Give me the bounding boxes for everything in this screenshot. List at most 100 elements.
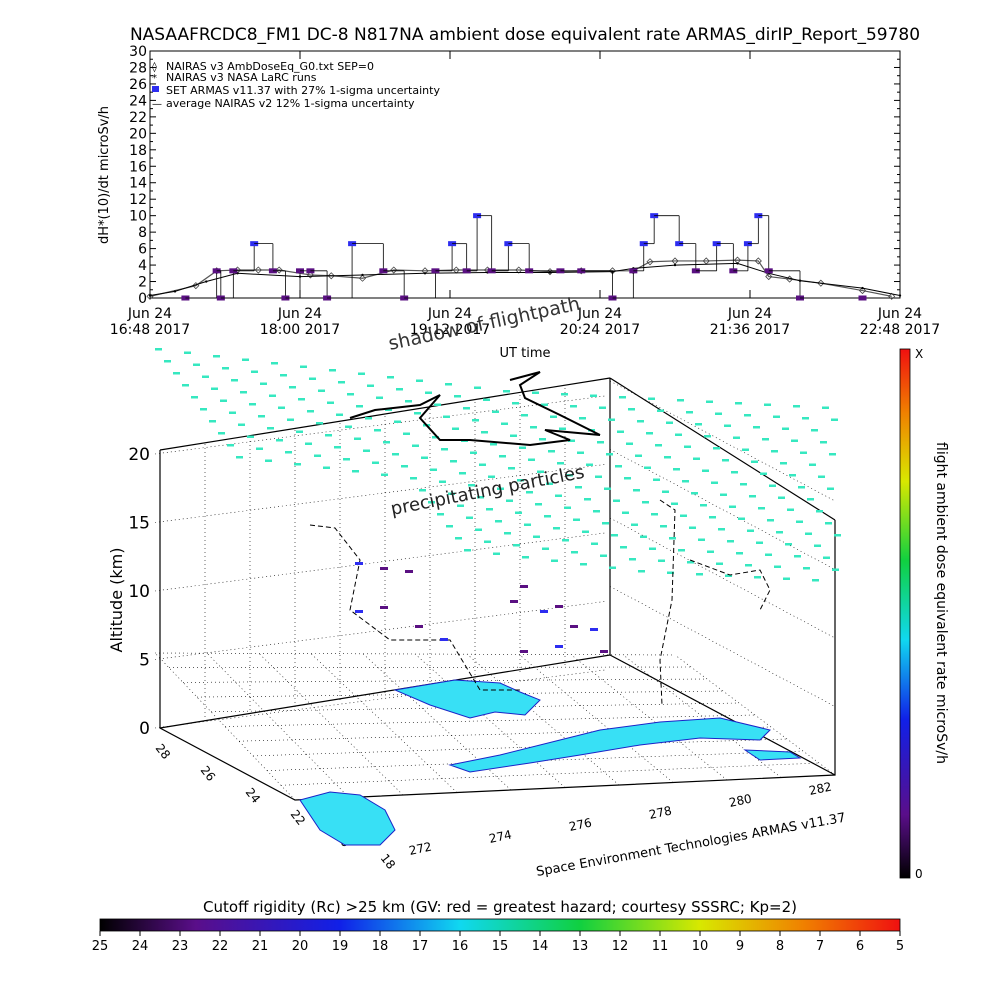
particle-dash — [687, 561, 694, 564]
dose-point — [600, 650, 608, 653]
particle-dash — [405, 400, 412, 403]
series-nairas-v3-line — [149, 259, 892, 297]
particle-dash — [412, 444, 419, 447]
particle-dash — [680, 514, 687, 517]
particle-dash — [831, 418, 838, 421]
particle-dash — [542, 547, 549, 550]
particle-dash — [474, 386, 481, 389]
particle-dash — [747, 529, 754, 532]
particle-dash — [428, 501, 435, 504]
particle-dash — [704, 435, 711, 438]
legend-item-nairas-v2-symbol: — — [152, 99, 162, 110]
particle-dash — [624, 477, 631, 480]
particle-dash — [611, 534, 618, 537]
dose-point — [520, 585, 528, 588]
x-tick-label-time: 18:00 2017 — [260, 322, 340, 338]
particle-dash — [635, 454, 642, 457]
particle-dash — [309, 377, 316, 380]
particle-dash — [823, 556, 830, 559]
x-tick-label-date: Jun 24 — [577, 306, 622, 322]
floor-grid-line — [414, 653, 566, 788]
particle-dash — [780, 462, 787, 465]
particle-dash — [240, 391, 247, 394]
particle-dash — [640, 535, 647, 538]
particle-dash — [735, 402, 742, 405]
particle-dash — [526, 491, 533, 494]
x-tick-label-time: 20:24 2017 — [560, 322, 640, 338]
particle-dash — [385, 408, 392, 411]
bottom-colorbar-tick-label: 25 — [92, 939, 109, 954]
floor-grid-line — [280, 762, 820, 786]
y-tick-label: 24 — [129, 93, 147, 109]
flight-3d-scene: 05101520272274276278280282182022242628 — [128, 348, 841, 872]
particle-dash — [793, 405, 800, 408]
y-tick-label: 30 — [129, 44, 147, 60]
particle-dash — [490, 443, 497, 446]
x-tick-label: 280 — [728, 791, 753, 809]
particle-dash — [586, 463, 593, 466]
particle-dash — [358, 372, 365, 375]
particle-dash — [633, 489, 640, 492]
particle-dash — [577, 451, 584, 454]
particle-dash — [477, 496, 484, 499]
y-tick-label: 24 — [243, 785, 263, 806]
particle-dash — [789, 474, 796, 477]
particle-dash — [698, 538, 705, 541]
right-wall-grid-line — [609, 380, 836, 502]
floor-grid-line — [622, 654, 782, 778]
particle-dash — [713, 447, 720, 450]
dose-point — [440, 638, 448, 641]
point-nairas-v2 — [548, 271, 552, 274]
bottom-colorbar-tick-label: 23 — [172, 939, 189, 954]
particle-dash — [553, 527, 560, 530]
particle-dash — [396, 388, 403, 391]
particle-dash — [622, 511, 629, 514]
land-masses — [299, 679, 802, 846]
particle-dash — [314, 454, 321, 457]
particle-dash — [651, 513, 658, 516]
box-edge — [609, 654, 836, 776]
bottom-colorbar-tick-label: 13 — [572, 939, 589, 954]
dose-point — [355, 610, 363, 613]
particle-dash — [796, 520, 803, 523]
bottom-colorbar-tick-label: 19 — [332, 939, 349, 954]
floor-grid-line — [224, 714, 756, 727]
armas-dose-points — [355, 562, 608, 653]
particle-dash — [479, 463, 486, 466]
bottom-colorbar-title: Cutoff rigidity (Rc) >25 km (GV: red = g… — [203, 898, 797, 916]
particle-dash — [695, 423, 702, 426]
point-nairas-v3 — [754, 257, 762, 265]
particle-dash — [510, 434, 517, 437]
particle-dash — [271, 362, 278, 365]
particle-dash — [305, 442, 312, 445]
floor-grid-line — [182, 678, 708, 683]
particle-dash — [655, 444, 662, 447]
point-nairas-v3 — [646, 258, 654, 266]
particle-dash — [568, 439, 575, 442]
shadow-segment — [509, 371, 601, 436]
x-tick-label: 276 — [568, 815, 593, 833]
x-tick-label-date: Jun 24 — [127, 306, 172, 322]
particle-dash — [758, 507, 765, 510]
y-tick-label: 18 — [378, 851, 398, 872]
particle-dash — [754, 576, 761, 579]
particle-dash — [617, 430, 624, 433]
flight-path-3d — [309, 499, 771, 706]
particle-dash — [334, 446, 341, 449]
particle-dash — [504, 532, 511, 535]
particle-dash — [832, 568, 839, 571]
particle-dash — [329, 369, 336, 372]
precipitating-particles — [155, 348, 841, 582]
particle-dash — [590, 394, 597, 397]
bottom-colorbar-tick-label: 8 — [776, 939, 784, 954]
point-nairas-v2 — [898, 294, 902, 297]
top-y-axis-label: dH*(10)/dt microSv/h — [97, 106, 112, 244]
particle-dash — [434, 403, 441, 406]
dose-point — [555, 605, 563, 608]
legend-item-armas: SET ARMAS v11.37 with 27% 1-sigma uncert… — [166, 84, 440, 97]
particle-dash — [691, 492, 698, 495]
dose-point — [570, 625, 578, 628]
right-colorbar-title: flight ambient dose equivalent rate micr… — [933, 442, 949, 764]
particle-dash — [448, 492, 455, 495]
